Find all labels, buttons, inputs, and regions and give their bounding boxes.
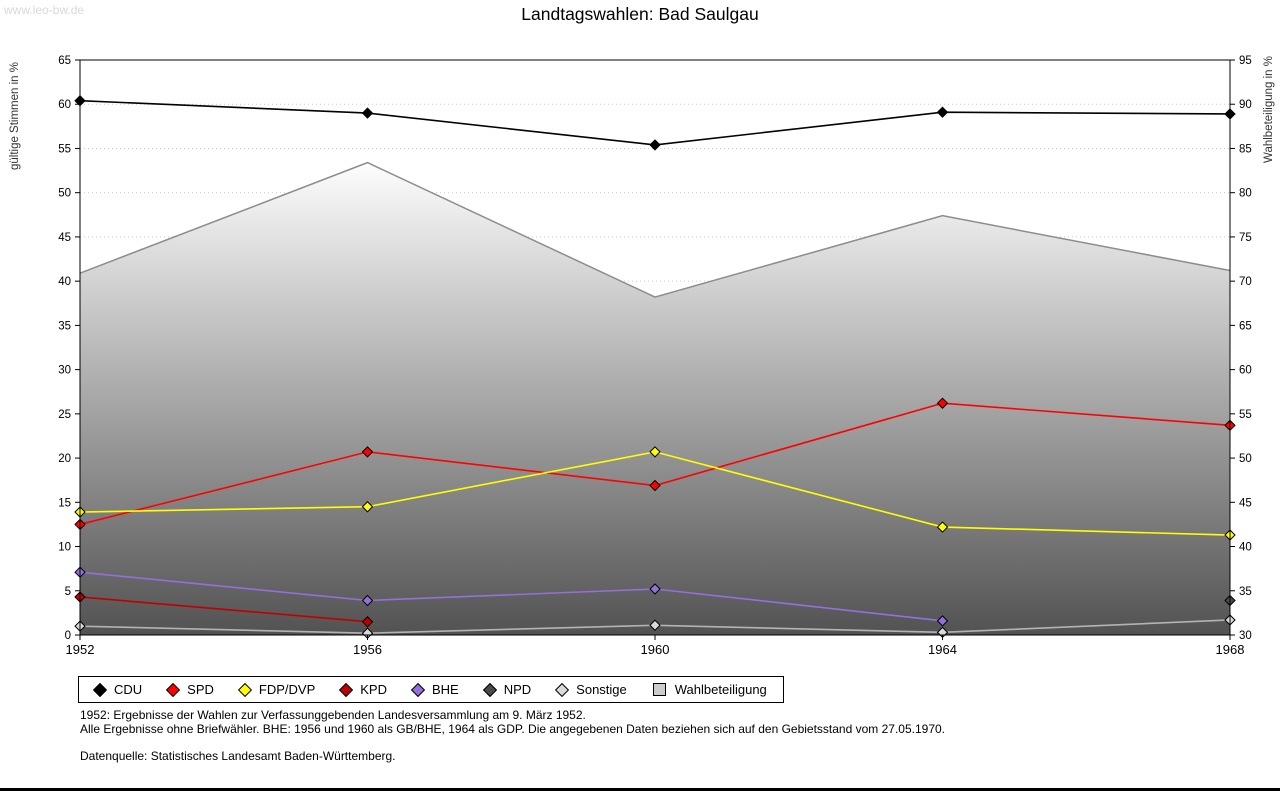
diamond-marker-icon (482, 682, 497, 697)
svg-text:60: 60 (1239, 365, 1252, 377)
election-results-chart: 0 5 10 15 20 25 30 35 40 45 50 55 60 65 30 35 40 45 50 55 60… (9, 55, 1275, 657)
svg-text:30: 30 (1239, 630, 1252, 642)
svg-text:1968: 1968 (1216, 642, 1245, 657)
svg-text:Wahlbeteiligung in %: Wahlbeteiligung in % (1263, 56, 1275, 163)
svg-text:45: 45 (58, 232, 71, 244)
svg-text:10: 10 (58, 542, 71, 554)
svg-text:90: 90 (1239, 99, 1252, 111)
legend-item-bhe: BHE (410, 682, 459, 697)
svg-text:65: 65 (58, 55, 71, 67)
legend-label: NPD (503, 682, 532, 697)
legend-item-cdu: CDU (92, 682, 143, 697)
svg-text:35: 35 (1239, 586, 1252, 598)
svg-text:50: 50 (1239, 453, 1252, 465)
legend-label: Wahlbeteiligung (674, 682, 767, 697)
chart-footnotes: 1952: Ergebnisse der Wahlen zur Verfassu… (80, 708, 945, 763)
legend-label: SPD (187, 682, 214, 697)
legend-label: BHE (431, 682, 459, 697)
chart-title: Landtagswahlen: Bad Saulgau (521, 4, 759, 24)
svg-text:65: 65 (1239, 320, 1252, 332)
svg-text:80: 80 (1239, 188, 1252, 200)
square-marker-icon (652, 683, 666, 696)
footnote-line-2: Alle Ergebnisse ohne Briefwähler. BHE: 1… (80, 722, 946, 736)
svg-text:60: 60 (58, 99, 71, 111)
svg-text:gültige Stimmen in %: gültige Stimmen in % (9, 62, 21, 170)
diamond-marker-icon (92, 682, 108, 697)
svg-text:70: 70 (1239, 276, 1252, 288)
svg-text:15: 15 (58, 497, 71, 509)
diamond-marker-icon (555, 682, 570, 697)
svg-text:95: 95 (1239, 55, 1252, 67)
svg-text:75: 75 (1239, 232, 1252, 244)
svg-text:45: 45 (1239, 497, 1252, 509)
svg-text:0: 0 (65, 630, 71, 642)
legend-item-spd: SPD (166, 682, 214, 697)
diamond-marker-icon (237, 682, 252, 697)
chart-legend: CDU SPD FDP/DVP KPD BHE NPD Sonstige Wahlbeteil… (78, 676, 784, 703)
legend-label: Sonstige (576, 682, 627, 697)
legend-label: CDU (114, 682, 143, 697)
svg-text:55: 55 (1239, 409, 1252, 421)
svg-text:1964: 1964 (928, 642, 957, 657)
svg-text:5: 5 (65, 586, 71, 598)
svg-text:1960: 1960 (641, 642, 670, 657)
svg-text:30: 30 (58, 365, 71, 377)
data-source-note: Datenquelle: Statistisches Landesamt Bad… (80, 749, 396, 763)
svg-text:1952: 1952 (66, 642, 95, 657)
svg-text:40: 40 (1239, 542, 1252, 554)
bottom-border-bar (0, 788, 1280, 791)
svg-text:55: 55 (58, 143, 71, 155)
legend-label: FDP/DVP (258, 682, 316, 697)
svg-text:35: 35 (58, 320, 71, 332)
footnote-line-1: 1952: Ergebnisse der Wahlen zur Verfassu… (80, 708, 586, 722)
legend-item-wahlbeteiligung: Wahlbeteiligung (652, 682, 767, 697)
svg-text:1956: 1956 (353, 642, 382, 657)
legend-label: KPD (360, 682, 387, 697)
legend-item-fdp-dvp: FDP/DVP (237, 682, 316, 697)
svg-text:40: 40 (58, 276, 71, 288)
svg-text:25: 25 (58, 409, 71, 421)
legend-item-npd: NPD (482, 682, 532, 697)
diamond-marker-icon (339, 682, 354, 697)
svg-text:50: 50 (58, 188, 71, 200)
diamond-marker-icon (410, 682, 426, 697)
legend-item-kpd: KPD (339, 682, 387, 697)
svg-text:85: 85 (1239, 143, 1252, 155)
svg-text:20: 20 (58, 453, 71, 465)
site-watermark: www.leo-bw.de (4, 3, 85, 17)
diamond-marker-icon (166, 682, 181, 697)
legend-item-sonstige: Sonstige (555, 682, 627, 697)
